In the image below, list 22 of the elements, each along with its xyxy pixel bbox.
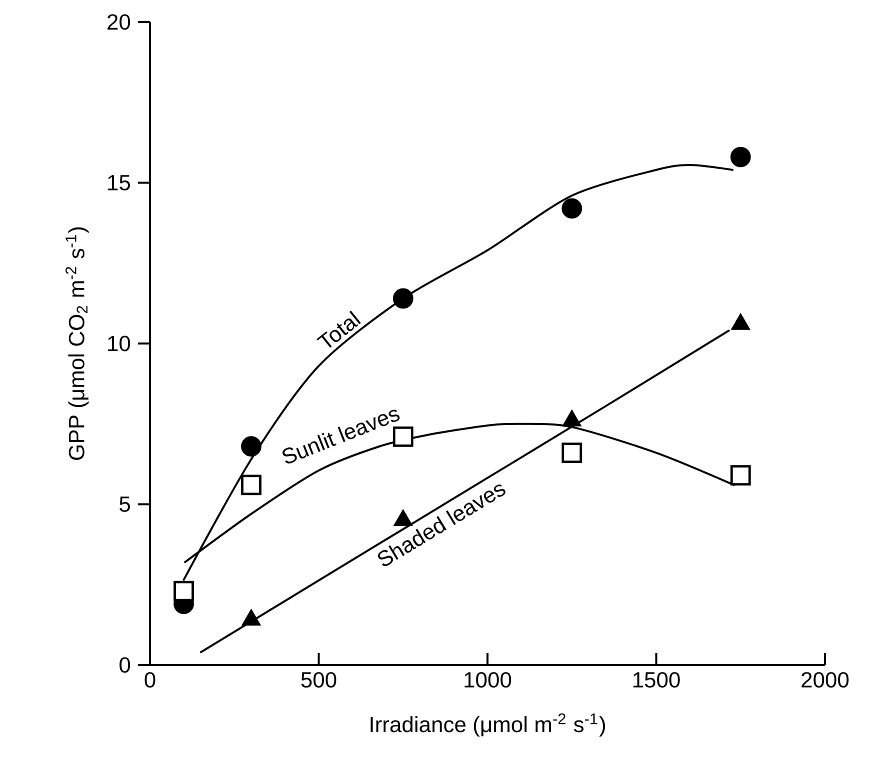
point — [392, 288, 414, 309]
point — [241, 436, 262, 457]
y-tick-label: 20 — [108, 14, 130, 30]
x-tick-label: 1500 — [633, 672, 680, 688]
point — [730, 146, 751, 168]
x-axis-title: Irradiance (μmol m$^{-2}$ s$^{-1}$) — [370, 713, 605, 737]
x-tick-label: 500 — [301, 672, 336, 688]
text: Total — [316, 310, 361, 348]
point — [730, 465, 751, 486]
point — [562, 442, 582, 463]
x-tick-label: 2000 — [802, 672, 849, 688]
x-tick-label: 0 — [144, 672, 156, 688]
y-axis-title: GPP (μmol CO$_{2}$ m$^{-2}$ s$^{-1}$) — [65, 227, 89, 460]
x-tick-label: 1000 — [464, 672, 512, 688]
y-tick-label: 15 — [108, 175, 130, 190]
y-tick-label: 10 — [108, 336, 130, 352]
text: Sunlit leaves — [282, 410, 400, 464]
y-tick-label: 5 — [120, 496, 130, 512]
point — [562, 198, 582, 219]
y-tick-label: 0 — [120, 657, 130, 673]
point — [241, 474, 262, 496]
point — [174, 580, 194, 602]
